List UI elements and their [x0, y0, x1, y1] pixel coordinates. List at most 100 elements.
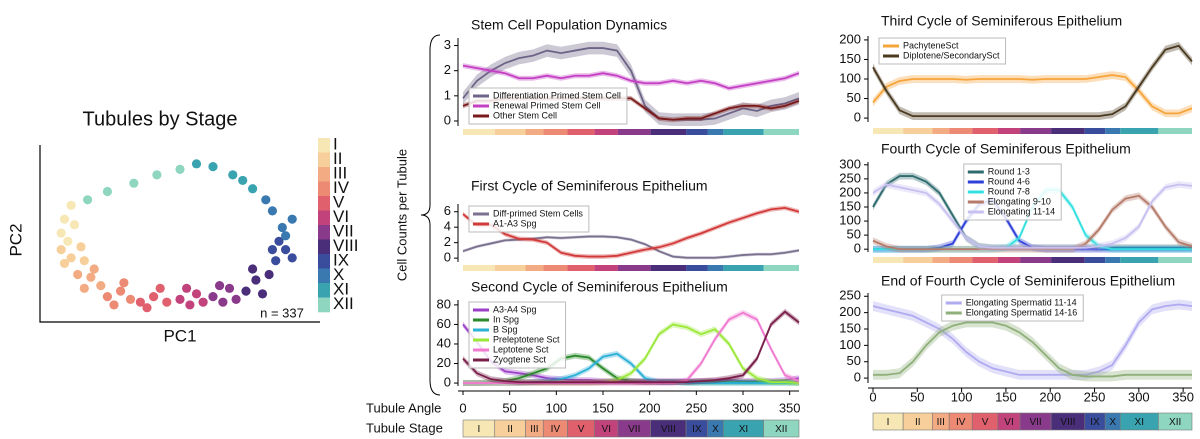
- stage-strip: [1020, 128, 1052, 134]
- legend-label: Elongating 11-14: [988, 206, 1055, 216]
- stage-strip: [932, 128, 950, 134]
- legend-label: A1-A3 Spg: [493, 218, 537, 228]
- stage-strip: [494, 129, 526, 135]
- point: [119, 278, 129, 288]
- y-tick-label: 200: [839, 31, 861, 46]
- stage-strip: [543, 265, 568, 271]
- series-line: [872, 303, 1193, 376]
- stage-label: XII: [775, 424, 787, 435]
- y-tick-label: 200: [839, 184, 861, 199]
- colorbar-label: X: [333, 265, 344, 284]
- y-tick-label: 2: [444, 62, 451, 77]
- point: [287, 214, 297, 224]
- legend-label: Elongating 9-10: [988, 196, 1051, 206]
- stage-label: III: [530, 424, 538, 435]
- point: [79, 256, 89, 266]
- annotation: n = 337: [260, 305, 304, 320]
- stage-strip: [594, 265, 618, 271]
- stage-strip: [686, 129, 708, 135]
- y-tick-label: 3: [444, 37, 451, 52]
- colorbar-cell: [318, 268, 330, 284]
- series-line: [872, 194, 1193, 251]
- point: [251, 275, 261, 285]
- stage-strip: [903, 128, 933, 134]
- legend: Differentiation Primed Stem CellRenewal …: [468, 87, 628, 125]
- point: [191, 159, 202, 169]
- point: [248, 264, 258, 274]
- x-axis-label: Tubule Angle: [366, 400, 441, 415]
- colorbar-cell: [318, 167, 330, 182]
- stage-strip: [873, 128, 904, 134]
- legend-label: B Spg: [493, 324, 518, 334]
- stage-strip: [1120, 128, 1159, 134]
- point: [56, 228, 66, 238]
- point: [208, 292, 218, 302]
- point: [175, 294, 185, 304]
- stage-strip: [1020, 257, 1052, 263]
- stage-strip: [567, 129, 595, 135]
- colorbar-cell: [318, 138, 330, 153]
- point: [76, 242, 86, 252]
- point: [69, 220, 79, 230]
- stage-label: VIII: [1060, 417, 1075, 428]
- series-line: [463, 311, 800, 384]
- ci-band: [463, 95, 799, 123]
- colorbar-cell: [318, 239, 330, 255]
- point: [86, 272, 96, 282]
- point: [231, 294, 241, 304]
- point: [59, 258, 70, 269]
- legend-label: Renewal Primed Stem Cell: [493, 100, 601, 110]
- y-tick-label: 150: [839, 320, 861, 335]
- x-tick-label: 200: [1039, 389, 1061, 404]
- colorbar-cell: [318, 152, 330, 168]
- point: [182, 283, 192, 293]
- ci-band: [463, 308, 799, 386]
- stage-label: V: [982, 417, 989, 428]
- x-tick-label: 50: [910, 389, 924, 404]
- stage-cell: [763, 419, 800, 438]
- y-tick-label: 0: [854, 241, 861, 256]
- legend-label: Differentiation Primed Stem Cell: [493, 90, 621, 100]
- legend-label: Round 7-8: [988, 186, 1030, 196]
- y-tick-label: 0: [444, 375, 451, 390]
- ci-band: [873, 71, 1192, 118]
- x-tick-label: 150: [592, 400, 614, 415]
- point: [83, 195, 93, 205]
- stage-label: I: [477, 424, 480, 435]
- y-tick-label: 0: [444, 112, 451, 127]
- colorbar-label: I: [333, 135, 338, 154]
- point: [135, 297, 145, 307]
- stage-strip: [463, 129, 495, 135]
- x-tick-label: 300: [732, 400, 754, 415]
- x-tick-label: 300: [1128, 389, 1150, 404]
- stage-strip: [932, 257, 950, 263]
- legend-label: A3-A4 Spg: [493, 304, 537, 314]
- stage-cell: [1158, 412, 1193, 431]
- stage-label: VI: [1004, 417, 1013, 428]
- series-line: [873, 321, 1192, 378]
- stage-strip: [686, 265, 708, 271]
- point: [149, 292, 159, 302]
- stage-strip: [525, 265, 544, 271]
- stage-strip: [617, 265, 651, 271]
- point: [271, 256, 281, 266]
- series-line: [462, 64, 800, 90]
- stage-strip: [594, 129, 618, 135]
- legend-label: Zyogtene Sct: [493, 354, 547, 364]
- stage-strip: [617, 129, 651, 135]
- shared-y-label: Cell Counts per Tubule: [394, 149, 409, 281]
- stage-strip: [650, 129, 687, 135]
- stage-label: I: [887, 417, 890, 428]
- stage-label: XII: [1169, 417, 1181, 428]
- point: [281, 231, 291, 241]
- point: [261, 195, 271, 205]
- y-tick-label: 200: [839, 304, 861, 319]
- point: [63, 236, 73, 246]
- point: [248, 184, 258, 194]
- colorbar-cell: [318, 196, 330, 211]
- colorbar-cell: [318, 225, 330, 240]
- x-tick-label: 250: [685, 400, 707, 415]
- point: [59, 214, 70, 224]
